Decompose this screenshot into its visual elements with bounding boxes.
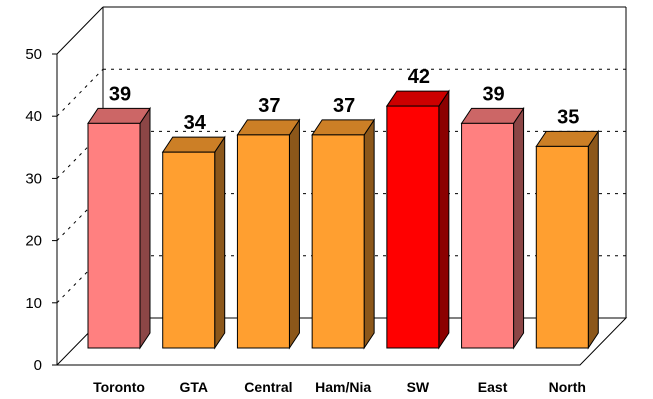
bars bbox=[87, 89, 600, 350]
bar-front bbox=[236, 134, 290, 349]
data-label: 39 bbox=[109, 83, 131, 105]
bar-top bbox=[236, 119, 301, 136]
bar-top bbox=[311, 119, 376, 136]
bar-front bbox=[311, 134, 365, 349]
bar-top bbox=[161, 136, 226, 153]
bar-side bbox=[587, 129, 599, 350]
top-side-edge bbox=[56, 6, 104, 55]
bar-sw bbox=[385, 89, 450, 350]
data-label: 37 bbox=[333, 95, 355, 117]
bar-toronto bbox=[87, 106, 151, 350]
data-label: 42 bbox=[408, 66, 430, 88]
y-tick-label: 20 bbox=[25, 233, 42, 250]
bar-side bbox=[288, 118, 300, 350]
bar-front bbox=[535, 145, 589, 349]
bar-side bbox=[513, 106, 525, 350]
x-category-label: SW bbox=[407, 379, 430, 395]
bar-front bbox=[87, 122, 141, 349]
data-label: 37 bbox=[258, 95, 280, 117]
bar-side bbox=[214, 135, 226, 350]
x-category-label: North bbox=[549, 379, 586, 395]
x-category-label: Toronto bbox=[93, 379, 145, 395]
bar-front bbox=[461, 122, 515, 349]
gridline-side bbox=[56, 193, 104, 241]
y-tick-label: 50 bbox=[25, 46, 42, 63]
data-label: 35 bbox=[557, 106, 579, 128]
x-category-label: East bbox=[478, 379, 508, 395]
bar-north bbox=[535, 129, 600, 350]
bar-top bbox=[385, 90, 450, 107]
gridline-side bbox=[56, 255, 104, 304]
gridlines bbox=[56, 68, 626, 304]
bar-gta bbox=[161, 135, 226, 350]
bar-east bbox=[460, 106, 525, 350]
y-tick-label: 10 bbox=[25, 295, 42, 312]
x-category-label: Ham/Nia bbox=[315, 379, 371, 395]
bar-top bbox=[535, 130, 600, 147]
bar-ham-nia bbox=[311, 118, 376, 350]
bar-front bbox=[386, 105, 440, 349]
x-category-label: Central bbox=[244, 379, 292, 395]
data-label: 39 bbox=[482, 83, 504, 105]
x-category-label: GTA bbox=[179, 379, 208, 395]
bar-side bbox=[438, 89, 450, 350]
bar-front bbox=[162, 151, 216, 349]
y-tick-label: 40 bbox=[25, 108, 42, 125]
data-labels: 39 34 37 37 42 39 35 bbox=[109, 66, 580, 134]
y-axis-ticks: 0 10 20 30 40 50 bbox=[25, 46, 57, 374]
x-axis-categories: Toronto GTA Central Ham/Nia SW East North bbox=[93, 379, 586, 395]
bar-central bbox=[236, 118, 301, 350]
gridline-side bbox=[56, 68, 104, 117]
bar-side bbox=[139, 106, 151, 350]
bar-top bbox=[87, 107, 151, 124]
gridline-side bbox=[56, 131, 104, 179]
y-tick-label: 0 bbox=[34, 357, 42, 374]
bar-top bbox=[460, 107, 525, 124]
y-tick-label: 30 bbox=[25, 170, 42, 187]
bar-side bbox=[363, 118, 375, 350]
data-label: 34 bbox=[184, 112, 207, 134]
